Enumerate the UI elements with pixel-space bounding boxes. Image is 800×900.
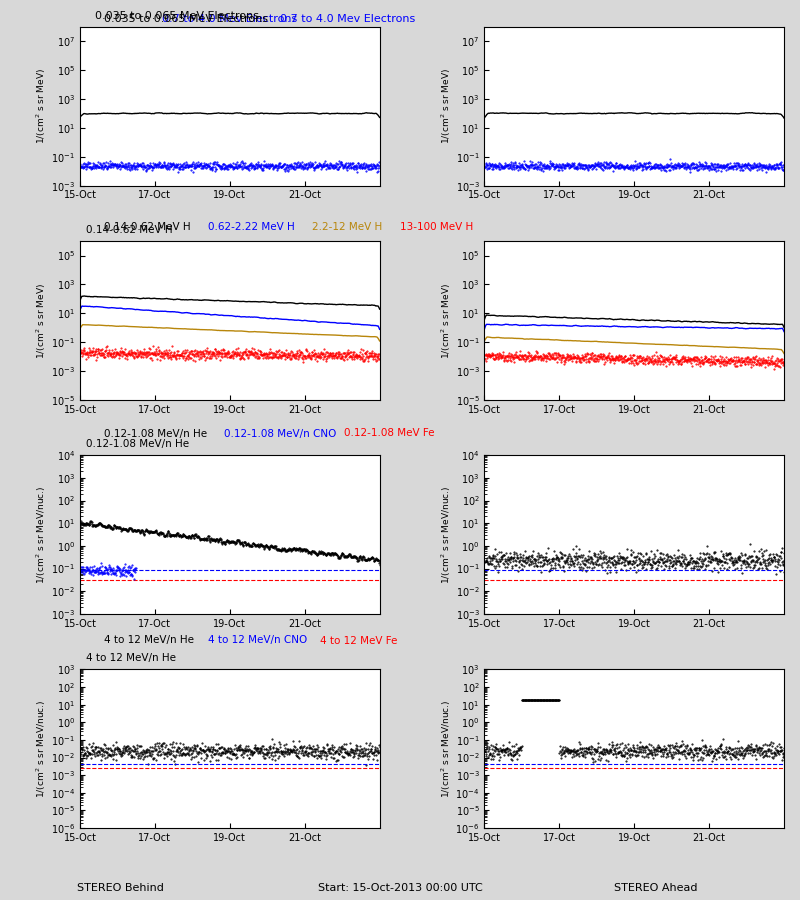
Text: 4 to 12 MeV/n He: 4 to 12 MeV/n He [86,653,176,663]
Text: STEREO Ahead: STEREO Ahead [614,883,698,893]
Text: 0.035 to 0.065 MeV Electrons: 0.035 to 0.065 MeV Electrons [104,14,268,24]
Text: 0.7 to 4.0 Mev Electrons: 0.7 to 4.0 Mev Electrons [162,14,298,23]
Text: 13-100 MeV H: 13-100 MeV H [400,221,474,231]
Y-axis label: 1/(cm$^2$ s sr MeV/nuc.): 1/(cm$^2$ s sr MeV/nuc.) [439,699,453,798]
Text: 0.035 to 0.065 MeV Electrons: 0.035 to 0.065 MeV Electrons [95,11,259,21]
Text: 0.14-0.62 MeV H: 0.14-0.62 MeV H [86,225,173,235]
Text: 0.14-0.62 MeV H: 0.14-0.62 MeV H [104,221,190,231]
Text: 0.12-1.08 MeV/n CNO: 0.12-1.08 MeV/n CNO [224,428,336,438]
Text: 0.62-2.22 MeV H: 0.62-2.22 MeV H [208,221,294,231]
Y-axis label: 1/(cm$^2$ s sr MeV): 1/(cm$^2$ s sr MeV) [35,68,48,144]
Text: 0.12-1.08 MeV Fe: 0.12-1.08 MeV Fe [344,428,434,438]
Text: 0.12-1.08 MeV/n He: 0.12-1.08 MeV/n He [86,439,189,449]
Text: 0.7 to 4.0 Mev Electrons: 0.7 to 4.0 Mev Electrons [280,14,415,24]
Y-axis label: 1/(cm$^2$ s sr MeV/nuc.): 1/(cm$^2$ s sr MeV/nuc.) [439,485,453,584]
Text: 4 to 12 MeV/n CNO: 4 to 12 MeV/n CNO [208,635,307,645]
Text: 4 to 12 MeV/n He: 4 to 12 MeV/n He [104,635,194,645]
Y-axis label: 1/(cm$^2$ s sr MeV): 1/(cm$^2$ s sr MeV) [439,283,453,358]
Text: Start: 15-Oct-2013 00:00 UTC: Start: 15-Oct-2013 00:00 UTC [318,883,482,893]
Y-axis label: 1/(cm$^2$ s sr MeV): 1/(cm$^2$ s sr MeV) [35,283,48,358]
Y-axis label: 1/(cm$^2$ s sr MeV/nuc.): 1/(cm$^2$ s sr MeV/nuc.) [34,699,48,798]
Text: 0.12-1.08 MeV/n He: 0.12-1.08 MeV/n He [104,428,207,438]
Y-axis label: 1/(cm$^2$ s sr MeV): 1/(cm$^2$ s sr MeV) [439,68,453,144]
Text: STEREO Behind: STEREO Behind [77,883,163,893]
Text: 4 to 12 MeV Fe: 4 to 12 MeV Fe [320,635,398,645]
Text: 2.2-12 MeV H: 2.2-12 MeV H [312,221,382,231]
Y-axis label: 1/(cm$^2$ s sr MeV/nuc.): 1/(cm$^2$ s sr MeV/nuc.) [35,485,48,584]
